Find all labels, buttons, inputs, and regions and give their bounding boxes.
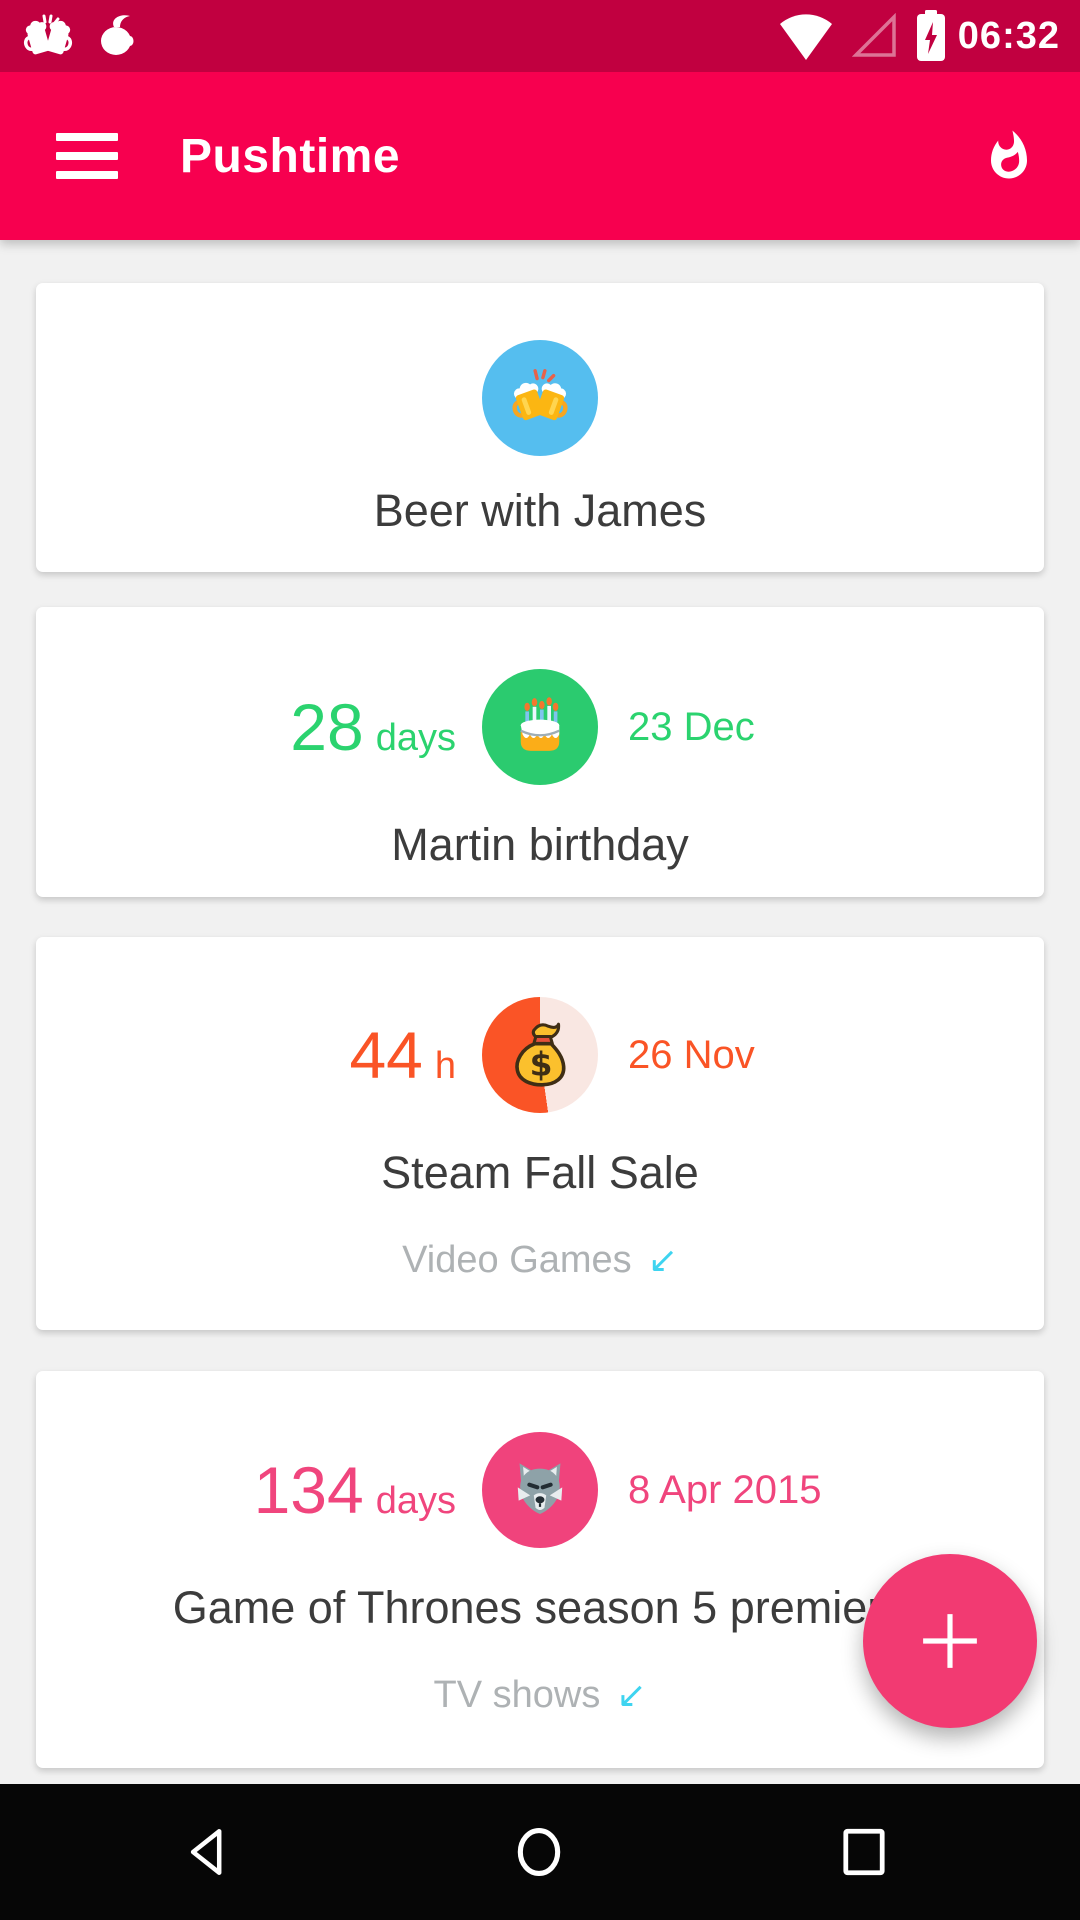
countdown-unit: h: [434, 1045, 456, 1087]
wolf-face-icon: [482, 1432, 598, 1548]
android-nav-bar: [0, 1784, 1080, 1920]
southwest-arrow-icon: ↙: [616, 1674, 647, 1715]
countdown-row: 44 h $ 26 Nov: [36, 997, 1044, 1113]
countdown-value: 44: [349, 1018, 423, 1092]
status-time: 06:32: [957, 14, 1060, 57]
event-title: Beer with James: [373, 485, 707, 536]
countdown-unit: days: [375, 717, 456, 759]
app-title: Pushtime: [180, 129, 401, 183]
event-date: 26 Nov: [628, 1032, 755, 1077]
svg-text:$: $: [530, 1045, 553, 1084]
back-icon: [190, 1829, 222, 1875]
category-link[interactable]: TV shows ↙: [36, 1671, 1044, 1719]
cell-signal-icon: [851, 13, 898, 59]
status-bar: 06:32: [0, 0, 1080, 72]
money-bag-notification-icon: [94, 13, 142, 59]
recents-icon: [843, 1828, 885, 1876]
battery-charging-icon: [916, 10, 946, 62]
event-date: 23 Dec: [628, 704, 755, 749]
category-label: Video Games: [402, 1239, 632, 1281]
event-title: Martin birthday: [391, 819, 689, 870]
countdown-value: 134: [253, 1453, 364, 1527]
home-button[interactable]: [511, 1823, 567, 1881]
category-label: TV shows: [433, 1674, 601, 1716]
recents-button[interactable]: [838, 1823, 890, 1881]
beers-notification-icon: [20, 13, 76, 59]
event-title: Game of Thrones season 5 premiere: [172, 1582, 908, 1633]
hamburger-menu-icon[interactable]: [56, 133, 118, 179]
back-button[interactable]: [185, 1823, 239, 1881]
wifi-icon: [778, 10, 834, 62]
money-bag-icon: $: [482, 997, 598, 1113]
plus-icon: [923, 1614, 977, 1668]
southwest-arrow-icon: ↙: [647, 1239, 678, 1280]
event-list: Beer with James 28 days: [0, 240, 1080, 1784]
birthday-cake-icon: [482, 669, 598, 785]
countdown-value: 28: [290, 690, 364, 764]
event-card-got-premiere[interactable]: 134 days: [36, 1371, 1044, 1768]
add-event-fab[interactable]: [863, 1554, 1037, 1728]
countdown-unit: days: [375, 1480, 456, 1522]
countdown-row: 28 days: [36, 669, 1044, 785]
event-card-steam-sale[interactable]: 44 h $ 26 Nov Steam Fall Sale Vide: [36, 937, 1044, 1330]
category-link[interactable]: Video Games ↙: [36, 1236, 1044, 1284]
app-bar: Pushtime: [0, 72, 1080, 240]
beer-mugs-icon: [482, 340, 598, 456]
event-title: Steam Fall Sale: [381, 1147, 699, 1198]
event-card-birthday[interactable]: 28 days: [36, 607, 1044, 897]
home-icon: [517, 1827, 560, 1877]
flame-icon[interactable]: [982, 129, 1036, 183]
event-card-beer[interactable]: Beer with James: [36, 283, 1044, 572]
event-date: 8 Apr 2015: [628, 1467, 822, 1512]
countdown-row: 134 days: [36, 1432, 1044, 1548]
